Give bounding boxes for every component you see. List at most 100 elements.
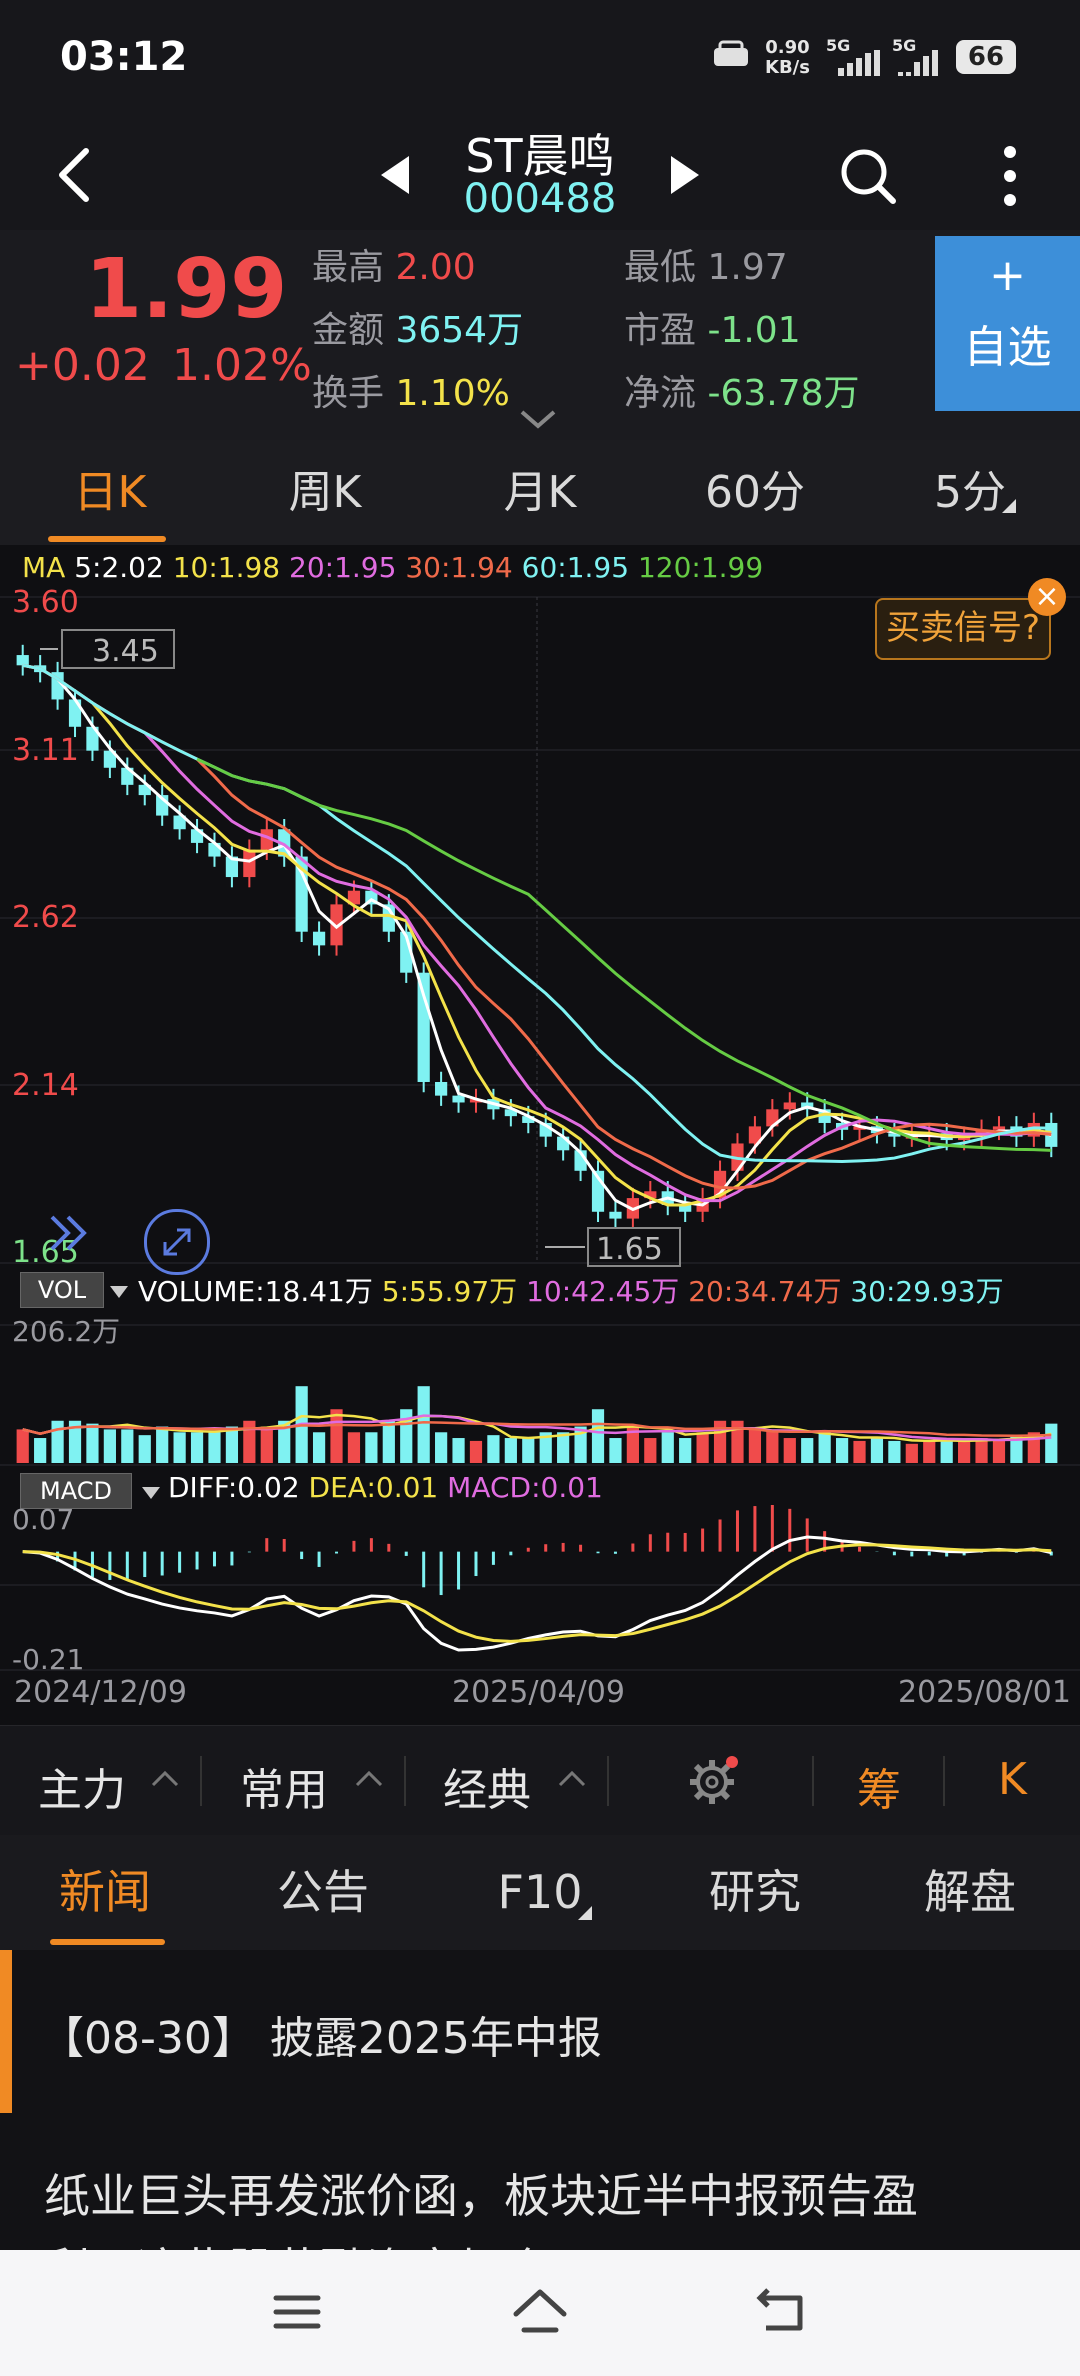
- news-highlight-bar: [0, 1950, 12, 2113]
- tab-news[interactable]: 新闻: [59, 1865, 151, 1919]
- close-icon[interactable]: ×: [1028, 578, 1066, 616]
- news-item[interactable]: 纸业巨头再发涨价函，板块近半中报预告盈: [44, 2169, 918, 2223]
- net-speed: 0.90 KB/s: [765, 37, 810, 78]
- back-icon[interactable]: [752, 2288, 808, 2338]
- candle-body: [679, 1204, 692, 1212]
- toolbar-common-button[interactable]: 常用: [240, 1765, 328, 1816]
- candle-body: [295, 856, 308, 932]
- back-arrow-icon[interactable]: [50, 145, 100, 205]
- tab-daily-k[interactable]: 日K: [73, 467, 147, 518]
- volume-bar: [435, 1432, 448, 1463]
- tab-f10[interactable]: F10: [497, 1865, 583, 1919]
- macd-bottom-label: -0.21: [12, 1643, 85, 1676]
- vol-dropdown-icon[interactable]: [110, 1283, 128, 1302]
- volume-bar: [870, 1438, 884, 1463]
- chevron-up-icon[interactable]: [557, 1768, 587, 1792]
- tab-announcements[interactable]: 公告: [277, 1865, 369, 1919]
- volume-bar: [452, 1438, 465, 1463]
- volume-bar: [68, 1420, 82, 1463]
- candle-body: [103, 750, 116, 768]
- volume-bar: [766, 1429, 779, 1463]
- volume-bar: [853, 1440, 866, 1463]
- volume-bar: [365, 1432, 378, 1463]
- settings-gear-icon[interactable]: [686, 1756, 738, 1812]
- volume-bar: [312, 1432, 326, 1463]
- sim2-label: 5G: [892, 36, 917, 55]
- volume-bar: [574, 1426, 587, 1463]
- netflow-stat: 净流 -63.78万: [624, 373, 860, 414]
- news-item[interactable]: 【08-30】 披露2025年中报: [40, 2013, 602, 2064]
- toolbar-main-button[interactable]: 主力: [38, 1765, 126, 1816]
- volume-bar: [539, 1432, 552, 1463]
- macd-top-label: 0.07: [12, 1503, 75, 1536]
- tab-monthly-k[interactable]: 月K: [503, 467, 577, 518]
- volume-bar: [86, 1423, 99, 1463]
- more-icon[interactable]: [995, 144, 1025, 208]
- volume-bar: [156, 1426, 169, 1463]
- tab-weekly-k[interactable]: 周K: [288, 467, 362, 518]
- volume-bar: [905, 1443, 918, 1463]
- search-icon[interactable]: [838, 146, 898, 206]
- chip-distribution-button[interactable]: 筹: [857, 1765, 901, 1816]
- home-icon[interactable]: [510, 2286, 570, 2340]
- ma-line: [196, 757, 1052, 1152]
- add-watchlist-button[interactable]: + 自选: [935, 236, 1080, 411]
- scroll-left-icon[interactable]: [48, 1213, 92, 1257]
- amount-stat: 金额 3654万: [312, 310, 524, 351]
- candle-body: [260, 829, 273, 850]
- volume-bar: [644, 1438, 657, 1463]
- candle-body: [992, 1126, 1006, 1130]
- volume-bar: [696, 1432, 709, 1463]
- signal-icon: [898, 50, 948, 80]
- candle-body: [644, 1191, 657, 1199]
- news-list: 【08-30】 披露2025年中报 纸业巨头再发涨价函，板块近半中报预告盈 利，…: [0, 1950, 1080, 2297]
- volume-legend: VOLUME:18.41万 5:55.97万 10:42.45万 20:34.7…: [138, 1275, 1004, 1308]
- expand-chevron-icon[interactable]: [518, 408, 558, 436]
- candle-body: [469, 1099, 483, 1103]
- macd-dropdown-icon[interactable]: [142, 1484, 160, 1503]
- vol-indicator-button[interactable]: VOL: [20, 1272, 104, 1308]
- next-stock-icon[interactable]: [665, 150, 705, 200]
- ma-line: [22, 663, 1052, 1163]
- divider: [404, 1756, 406, 1806]
- tab-research[interactable]: 研究: [709, 1865, 801, 1919]
- volume-max-label: 206.2万: [12, 1315, 121, 1348]
- volume-bar: [801, 1438, 814, 1463]
- macd-indicator-button[interactable]: MACD: [20, 1473, 132, 1509]
- toolbar-classic-button[interactable]: 经典: [443, 1765, 531, 1816]
- turnover-stat: 换手 1.10%: [312, 373, 510, 414]
- menu-icon[interactable]: [272, 2292, 322, 2336]
- volume-bar: [225, 1426, 239, 1463]
- price-axis-label: 2.62: [12, 900, 79, 935]
- volume-bar: [469, 1440, 483, 1463]
- fullscreen-icon[interactable]: [144, 1209, 210, 1275]
- vpn-icon: [712, 40, 750, 70]
- volume-bar: [34, 1438, 47, 1463]
- chevron-up-icon[interactable]: [150, 1768, 180, 1792]
- volume-bar: [591, 1409, 605, 1463]
- divider: [812, 1756, 814, 1806]
- volume-bar: [522, 1438, 535, 1463]
- add-watchlist-label: 自选: [963, 322, 1052, 373]
- candle-body: [748, 1126, 762, 1144]
- candle-body: [504, 1109, 517, 1117]
- date-label: 2025/08/01: [898, 1675, 1071, 1710]
- volume-bar: [923, 1440, 936, 1463]
- kline-chart-area[interactable]: MA 5:2.02 10:1.98 20:1.95 30:1.94 60:1.9…: [0, 545, 1080, 1725]
- trade-signal-button[interactable]: 买卖信号?: [875, 598, 1051, 660]
- prev-stock-icon[interactable]: [375, 150, 415, 200]
- volume-bar: [487, 1435, 500, 1463]
- tab-analysis[interactable]: 解盘: [924, 1865, 1016, 1919]
- plus-icon: +: [989, 250, 1026, 301]
- chevron-up-icon[interactable]: [354, 1768, 384, 1792]
- candle-body: [225, 856, 239, 878]
- system-nav-bar: [0, 2250, 1080, 2376]
- ma-line: [22, 663, 1052, 1212]
- kline-toggle-button[interactable]: K: [998, 1754, 1027, 1805]
- tab-60min[interactable]: 60分: [705, 467, 805, 518]
- date-label: 2024/12/09: [14, 1675, 187, 1710]
- volume-bar: [835, 1438, 849, 1463]
- tab-5min[interactable]: 5分: [934, 467, 1006, 518]
- candle-body: [522, 1116, 535, 1123]
- volume-bar: [958, 1440, 971, 1463]
